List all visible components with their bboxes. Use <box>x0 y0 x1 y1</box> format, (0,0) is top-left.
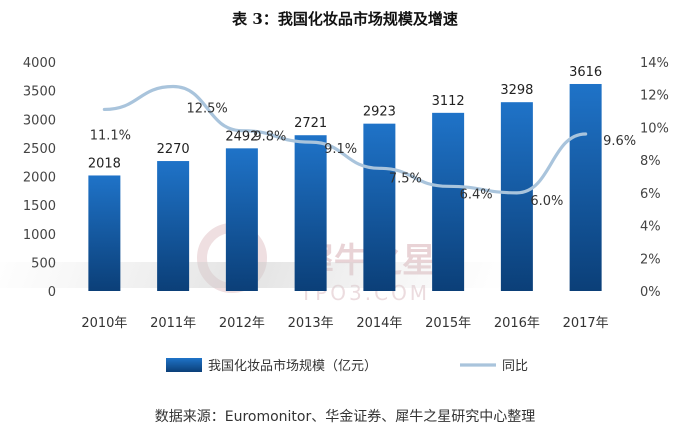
y-right-tick-label: 12% <box>640 89 669 104</box>
y-left-tick-label: 4000 <box>23 56 56 71</box>
x-tick-label: 2017年 <box>563 316 609 331</box>
bar <box>432 112 465 291</box>
y-left-tick-label: 2500 <box>23 142 56 157</box>
bar-value-label: 2270 <box>157 142 190 157</box>
bar-value-label: 2923 <box>363 105 396 120</box>
bar <box>88 175 121 291</box>
legend-bar-swatch <box>166 358 202 372</box>
y-right-tick-label: 8% <box>640 154 661 169</box>
line-value-label: 6.0% <box>530 194 563 209</box>
bar <box>500 102 533 291</box>
x-tick-label: 2015年 <box>425 316 471 331</box>
line-value-label: 11.1% <box>90 128 131 143</box>
bar <box>294 135 327 291</box>
chart-title: 表 3：我国化妆品市场规模及增速 <box>232 10 458 28</box>
x-tick-label: 2011年 <box>150 316 196 331</box>
y-left-tick-label: 500 <box>31 256 56 271</box>
line-value-label: 9.6% <box>603 134 636 149</box>
line-value-label: 9.8% <box>253 130 286 145</box>
y-right-tick-label: 4% <box>640 220 661 235</box>
bar-value-label: 2721 <box>294 116 327 131</box>
y-right-tick-label: 14% <box>640 56 669 71</box>
x-tick-label: 2012年 <box>219 316 265 331</box>
bar <box>363 123 396 291</box>
y-left-tick-label: 1000 <box>23 228 56 243</box>
x-tick-label: 2016年 <box>494 316 540 331</box>
bar <box>569 83 602 291</box>
y-left-tick-label: 0 <box>48 285 56 300</box>
bar-value-label: 3112 <box>432 94 465 109</box>
bar-value-label: 3298 <box>500 83 533 98</box>
legend-bar-label: 我国化妆品市场规模（亿元） <box>208 358 377 374</box>
line-value-label: 7.5% <box>389 171 422 186</box>
legend-line-label: 同比 <box>502 359 528 374</box>
y-left-tick-label: 1500 <box>23 199 56 214</box>
line-value-label: 6.4% <box>460 187 493 202</box>
y-left-tick-label: 3500 <box>23 85 56 100</box>
y-left-tick-label: 3000 <box>23 113 56 128</box>
y-right-tick-label: 0% <box>640 285 661 300</box>
x-tick-label: 2013年 <box>288 316 334 331</box>
bar <box>157 161 190 291</box>
y-left-tick-label: 2000 <box>23 171 56 186</box>
bar-value-label: 2018 <box>88 156 121 171</box>
line-value-label: 12.5% <box>186 102 227 117</box>
source-note: 数据来源：Euromonitor、华金证券、犀牛之星研究中心整理 <box>154 409 536 425</box>
y-right-tick-label: 6% <box>640 187 661 202</box>
x-tick-label: 2010年 <box>81 316 127 331</box>
bar-value-label: 3616 <box>569 65 602 80</box>
bar-value-label: 2492 <box>225 129 258 144</box>
x-tick-label: 2014年 <box>356 316 402 331</box>
yoy-line <box>102 84 588 195</box>
y-right-tick-label: 2% <box>640 252 661 267</box>
line-value-label: 9.1% <box>324 142 357 157</box>
y-right-tick-label: 10% <box>640 121 669 136</box>
bar <box>225 148 258 291</box>
